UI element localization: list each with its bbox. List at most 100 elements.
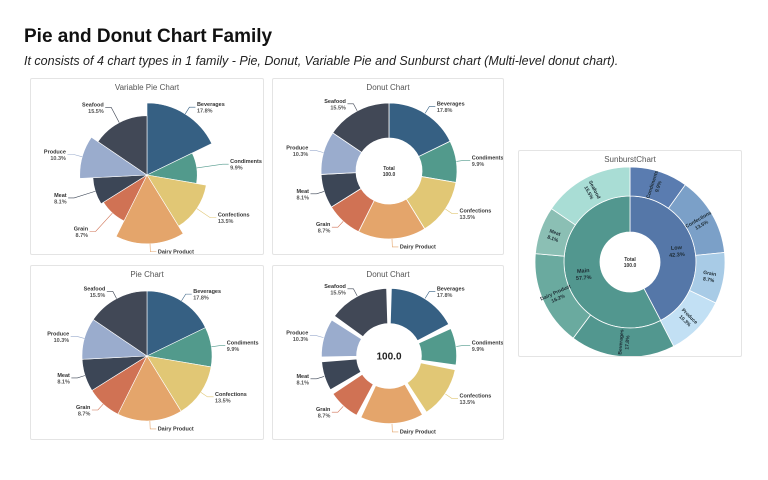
data-label-name: Dairy Product [158, 249, 194, 254]
leader-line [309, 150, 324, 153]
leader-line [67, 154, 83, 158]
data-label-name: Meat [57, 373, 70, 379]
leader-line [91, 403, 104, 411]
data-label-value: 13.5% [215, 398, 231, 404]
leader-line [149, 243, 157, 253]
data-label-name: Produce [286, 145, 308, 151]
slice-dairy-product [359, 382, 424, 425]
segment-label-value: 17.8% [624, 335, 631, 350]
leader-line [347, 103, 358, 112]
segment-label-value: 8.7% [702, 276, 715, 284]
sunburst-segment-seafood [550, 166, 631, 226]
leader-line [424, 106, 436, 114]
segment-label-name: Meat [548, 228, 561, 238]
data-label-name: Produce [44, 149, 66, 155]
data-label-name: Grain [316, 222, 331, 228]
leader-line [71, 375, 86, 379]
data-label-name: Beverages [197, 102, 225, 108]
donut-exploded-panel: Donut Chart Beverages 17.8% Condiments 9.9%… [272, 265, 504, 440]
data-label-name: Beverages [193, 289, 221, 295]
leader-line [309, 335, 324, 338]
segment-label-name: Beverages [617, 329, 625, 355]
page-subtitle: It consists of 4 chart types in 1 family… [24, 54, 619, 68]
data-label-value: 8.1% [296, 380, 309, 386]
data-label-name: Dairy Product [400, 244, 436, 250]
leader-line [196, 163, 229, 169]
data-label-value: 17.8% [193, 296, 209, 302]
page-title: Pie and Donut Chart Family [24, 26, 273, 47]
segment-label-value: 16.2% [551, 293, 567, 304]
slice-seafood [92, 290, 148, 357]
data-label-name: Produce [47, 331, 69, 337]
segment-label-value: 8.1% [546, 234, 559, 244]
pie-panel: Pie Chart Beverages 17.8% Condiments 9.9% Co… [30, 265, 264, 440]
slice-produce [79, 136, 148, 179]
slice-seafood [332, 102, 390, 153]
leader-line [196, 208, 217, 219]
leader-line [181, 293, 192, 302]
leader-line [331, 221, 344, 228]
data-label-value: 9.9% [230, 166, 243, 172]
data-label-value: 13.5% [218, 219, 234, 225]
leader-line [391, 238, 399, 248]
center-value: 100.0 [376, 352, 401, 363]
variable-pie-chart: Beverages17.8%Condiments9.9%Confections1… [44, 102, 262, 254]
data-label-value: 10.3% [293, 152, 309, 158]
segment-label-value: 42.3% [669, 252, 685, 259]
center-label: Total [383, 166, 395, 172]
pie-chart: Beverages17.8%Condiments9.9%Confections1… [47, 286, 258, 432]
chart-title: Donut Chart [366, 83, 410, 92]
data-label-value: 9.9% [227, 347, 240, 353]
data-label-value: 8.7% [78, 411, 91, 417]
data-label-value: 9.9% [472, 162, 485, 168]
data-label-value: 17.8% [437, 293, 453, 299]
data-label-value: 15.5% [330, 290, 346, 296]
data-label-value: 8.1% [54, 199, 67, 205]
data-label-value: 8.7% [76, 233, 89, 239]
leader-line [184, 106, 196, 115]
data-label-name: Confections [215, 392, 247, 398]
leader-line [211, 345, 226, 348]
leader-line [310, 191, 325, 195]
chart-title: SunburstChart [604, 155, 656, 164]
data-label-name: Confections [459, 209, 491, 215]
data-label-name: Condiments [472, 340, 503, 346]
data-label-name: Meat [296, 189, 309, 195]
data-label-value: 13.5% [459, 400, 475, 406]
leader-line [106, 291, 117, 299]
center-value: 100.0 [383, 172, 396, 178]
data-label-value: 8.7% [318, 229, 331, 235]
data-label-name: Confections [459, 394, 491, 400]
data-label-name: Meat [296, 374, 309, 380]
slice-seafood [333, 287, 389, 338]
leader-line [456, 159, 471, 162]
leader-line [445, 393, 458, 399]
leader-line [68, 190, 96, 199]
data-label-value: 15.5% [88, 109, 104, 115]
data-label-name: Grain [316, 407, 331, 413]
data-label-value: 17.8% [197, 109, 213, 115]
data-label-value: 13.5% [459, 215, 475, 221]
data-label-value: 8.7% [318, 414, 331, 420]
segment-label-name: Grain [703, 270, 717, 278]
data-label-value: 8.1% [57, 379, 70, 385]
sunburst-chart: Low42.3%Main57.7%Condiments9.9%Confectio… [534, 166, 726, 356]
leader-line [310, 376, 325, 380]
data-label-value: 8.1% [296, 195, 309, 201]
slice-meat [320, 357, 363, 392]
leader-line [331, 406, 344, 413]
segment-label-value: 57.7% [576, 275, 592, 282]
data-label-name: Grain [74, 227, 89, 233]
data-label-name: Condiments [472, 155, 503, 161]
data-label-name: Grain [76, 405, 91, 411]
data-label-name: Seafood [324, 284, 346, 290]
leader-line [70, 335, 85, 339]
data-label-value: 15.5% [330, 105, 346, 111]
slice-seafood [97, 115, 148, 176]
donut-panel: Donut Chart Beverages 17.8% Condiments 9.9%… [272, 78, 504, 255]
donut-chart: Beverages17.8%Condiments9.9%Confections1… [286, 99, 503, 251]
